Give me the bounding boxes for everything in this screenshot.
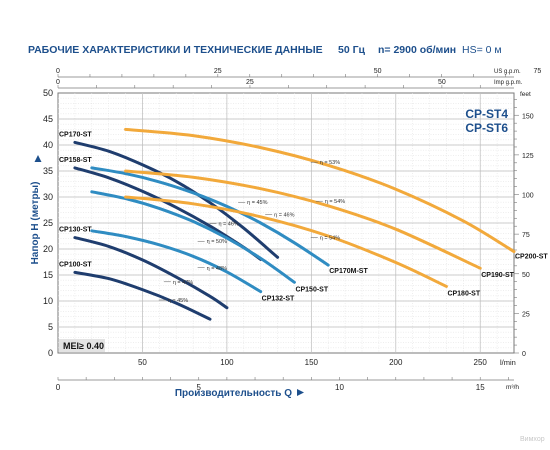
efficiency-label: η = 50% [207,239,227,245]
model-label: CP-ST4 [465,107,508,121]
m3h-tick-label: 0 [56,383,61,392]
feet-tick-label: 25 [522,311,530,318]
series-label: CP158-ST [59,157,92,164]
efficiency-label: η = 47% [173,280,193,286]
y-tick-label: 40 [43,140,53,150]
y-tick-label: 0 [48,348,53,358]
series-label: CP150-ST [295,286,328,293]
imp-gpm-unit-label: Imp g.p.m. [494,80,523,86]
y-tick-label: 20 [43,244,53,254]
mei-box [59,339,105,352]
series-label: CP170M-ST [329,268,368,275]
curve-cp190-st [124,169,482,270]
m3h-tick-label: 15 [476,383,485,392]
series-label: CP180-ST [447,290,480,297]
y-tick-label: 50 [43,88,53,98]
curves-layer [73,127,516,321]
feet-tick-label: 150 [522,113,534,120]
m3h-unit-label: m³/h [506,384,519,391]
x-tick-label: 100 [220,358,234,367]
series-label: CP132-ST [262,296,295,303]
grid-layer [57,92,515,354]
y-tick-label: 5 [48,322,53,332]
y-tick-label: 45 [43,114,53,124]
x-axis-title: Производительность Q [175,388,292,399]
curve-cp170m-st [90,166,330,267]
imp-gpm-tick-label: 50 [438,79,446,86]
series-label: CP190-ST [481,272,514,279]
curve-cp180-st [124,195,448,288]
x-unit-label: l/min [500,358,516,367]
curve-cp132-st [90,229,263,294]
m3h-tick-label: 10 [335,383,344,392]
us-gpm-unit-label: US g.p.m. [494,69,521,75]
efficiency-label: η = 54% [325,199,345,205]
efficiency-label: η = 48% [207,266,227,272]
us-gpm-tick-label: 75 [534,68,542,75]
feet-tick-label: 125 [522,153,534,160]
curve-cp170-st [73,140,280,259]
y-tick-label: 15 [43,270,53,280]
efficiency-label: η = 54% [320,236,340,242]
series-label: CP170-ST [59,131,92,138]
curve-cp200-st [124,127,516,254]
m3h-tick-label: 5 [197,383,202,392]
y-tick-label: 10 [43,296,53,306]
x-axis-arrow-icon [297,389,304,396]
efficiency-label: η = 45% [168,298,188,304]
imp-gpm-tick-label: 0 [56,79,60,86]
feet-unit-label: feet [520,91,531,98]
frequency-label: 50 Гц [338,44,366,56]
watermark: Вимхор [520,436,545,443]
feet-tick-label: 0 [522,351,526,358]
x-tick-label: 250 [474,358,488,367]
imp-gpm-tick-label: 25 [246,79,254,86]
x-tick-label: 50 [138,358,147,367]
curve-cp100-st [73,270,212,321]
efficiency-label: η = 45% [247,200,267,206]
feet-tick-label: 50 [522,272,530,279]
us-gpm-tick-label: 0 [56,68,60,75]
x-tick-label: 200 [389,358,403,367]
speed-label: n= 2900 об/мин [378,44,457,56]
x-tick-label: 150 [305,358,319,367]
feet-tick-label: 100 [522,193,534,200]
efficiency-label: η = 46% [218,222,238,228]
us-gpm-tick-label: 25 [214,68,222,75]
y-tick-label: 35 [43,166,53,176]
series-label: CP200-ST [515,254,548,261]
series-label: CP130-ST [59,227,92,234]
us-gpm-tick-label: 50 [374,68,382,75]
efficiency-label: η = 46% [274,213,294,219]
y-tick-label: 25 [43,218,53,228]
chart-title: РАБОЧИЕ ХАРАКТЕРИСТИКИ И ТЕХНИЧЕСКИЕ ДАН… [28,44,323,56]
y-axis-arrow-icon [34,155,42,162]
feet-tick-label: 75 [522,232,530,239]
suction-head-label: HS= 0 м [462,44,502,56]
series-label: CP100-ST [59,261,92,268]
mei-label: MEI≥ 0.40 [63,341,104,351]
efficiency-label: η = 53% [320,160,340,166]
curve-cp150-st [90,190,296,284]
curve-cp130-st [73,236,229,310]
y-tick-label: 30 [43,192,53,202]
y-axis-title: Напор H (метры) [30,182,41,265]
model-label: CP-ST6 [465,121,508,135]
